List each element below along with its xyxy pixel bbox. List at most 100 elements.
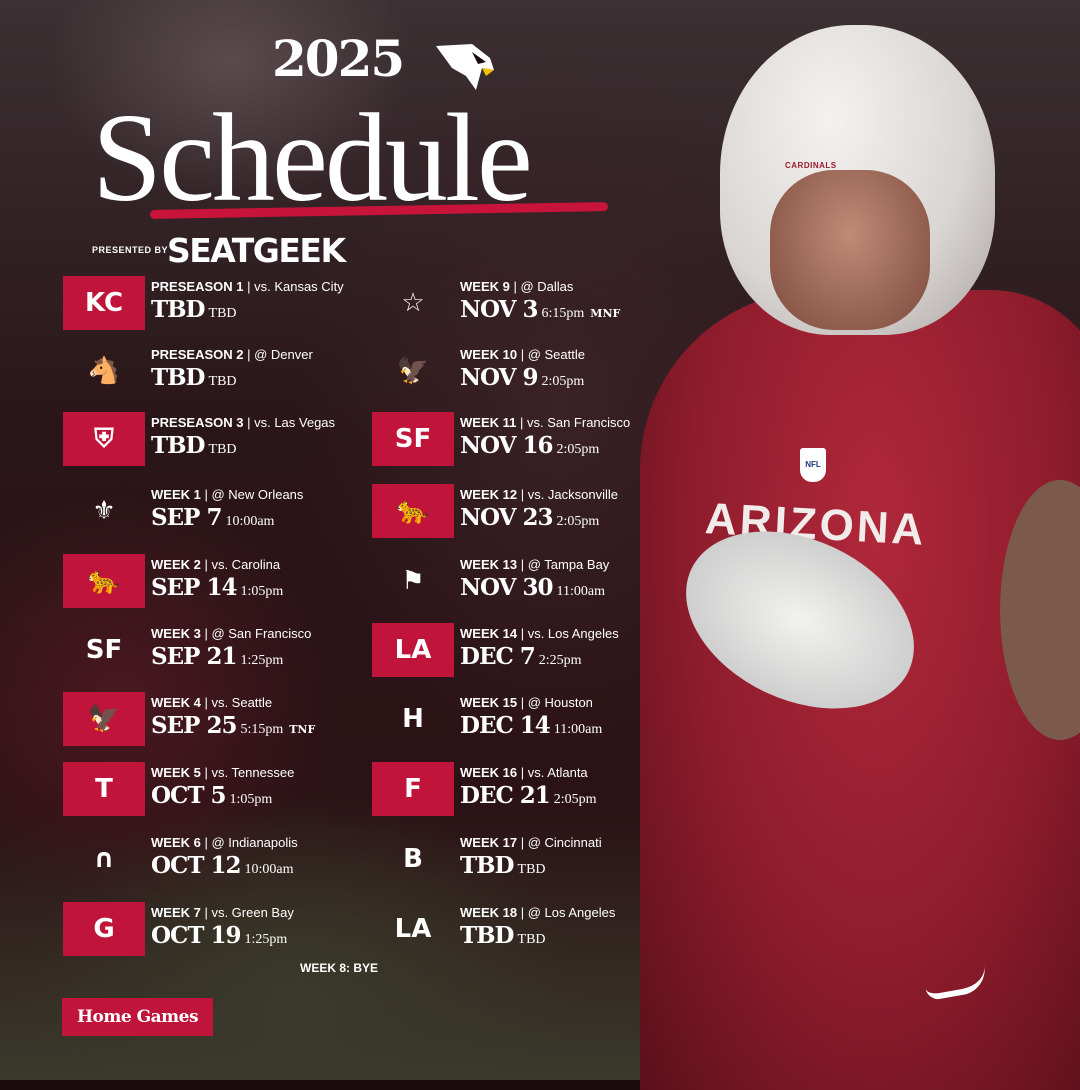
date-value: NOV 23	[460, 504, 554, 531]
date-value: NOV 3	[460, 296, 539, 323]
week-label: PRESEASON 3	[151, 415, 244, 430]
separator: |	[200, 765, 212, 780]
broadcast-tag: TNF	[289, 723, 316, 736]
kickoff-time: 2:25pm	[538, 653, 582, 668]
separator: |	[517, 487, 528, 502]
cardinal-logo-icon	[436, 44, 494, 90]
game-heading: WEEK 7 | vs. Green Bay	[151, 906, 294, 919]
date-value: NOV 9	[460, 364, 539, 391]
opponent: @ Tampa Bay	[527, 557, 610, 572]
opponent: vs. Kansas City	[254, 279, 344, 294]
page-title: Schedule	[92, 89, 533, 228]
separator: |	[243, 279, 255, 294]
game-date: SEP 14 1:05pm	[151, 575, 283, 600]
opponent: @ Houston	[527, 695, 593, 710]
game-heading: WEEK 5 | vs. Tennessee	[151, 766, 294, 779]
kickoff-time: 2:05pm	[556, 514, 600, 529]
game-date: DEC 21 2:05pm	[460, 783, 597, 808]
date-value: SEP 21	[151, 643, 237, 670]
49ers-logo-icon: SF	[85, 635, 123, 665]
game-row: G WEEK 7 | vs. Green Bay OCT 19 1:25pm	[63, 902, 363, 958]
game-date: TBD TBD	[151, 365, 237, 390]
date-value: TBD	[460, 852, 515, 879]
broadcast-tag: MNF	[590, 307, 621, 320]
week-label: WEEK 6	[151, 835, 201, 850]
raiders-logo-icon: ⛨	[63, 412, 145, 466]
game-row: F WEEK 16 | vs. Atlanta DEC 21 2:05pm	[372, 762, 672, 818]
kickoff-time: TBD	[208, 442, 237, 457]
game-date: SEP 7 10:00am	[151, 505, 274, 530]
game-date: SEP 25 5:15pm TNF	[151, 713, 315, 738]
opponent: vs. Seattle	[211, 695, 273, 710]
date-value: OCT 12	[151, 852, 241, 879]
week-label: WEEK 1	[151, 487, 201, 502]
game-heading: PRESEASON 2 | @ Denver	[151, 348, 313, 361]
date-value: NOV 16	[460, 432, 554, 459]
kickoff-time: TBD	[208, 374, 237, 389]
kickoff-time: 1:25pm	[244, 932, 288, 947]
packers-logo-icon: G	[63, 902, 145, 956]
game-row: KC PRESEASON 1 | vs. Kansas City TBD TBD	[63, 276, 363, 332]
week-label: PRESEASON 2	[151, 347, 244, 362]
week-label: WEEK 3	[151, 626, 201, 641]
49ers-logo-icon: SF	[372, 412, 454, 466]
opponent: @ Los Angeles	[527, 905, 616, 920]
separator: |	[200, 695, 212, 710]
game-row: ⛨ PRESEASON 3 | vs. Las Vegas TBD TBD	[63, 412, 363, 468]
game-heading: WEEK 4 | vs. Seattle	[151, 696, 272, 709]
kickoff-time: 10:00am	[225, 514, 275, 529]
opponent: @ Denver	[254, 347, 313, 362]
week-label: WEEK 14	[460, 626, 518, 641]
opponent: vs. Jacksonville	[527, 487, 618, 502]
helmet-label: CARDINALS	[785, 161, 837, 170]
game-heading: WEEK 6 | @ Indianapolis	[151, 836, 298, 849]
falcons-logo-icon: F	[372, 762, 454, 816]
game-date: TBD TBD	[460, 853, 546, 878]
opponent: vs. Los Angeles	[527, 626, 619, 641]
separator: |	[509, 279, 521, 294]
kickoff-time: 1:25pm	[240, 653, 284, 668]
date-value: OCT 19	[151, 922, 241, 949]
colts-logo-icon: ∩	[93, 844, 115, 874]
game-date: NOV 9 2:05pm	[460, 365, 584, 390]
kickoff-time: 11:00am	[553, 722, 603, 737]
date-value: SEP 25	[151, 712, 237, 739]
separator: |	[517, 905, 528, 920]
week-label: WEEK 2	[151, 557, 201, 572]
week-label: WEEK 12	[460, 487, 518, 502]
game-row: 🐴 PRESEASON 2 | @ Denver TBD TBD	[63, 344, 363, 400]
game-heading: WEEK 17 | @ Cincinnati	[460, 836, 602, 849]
week-label: WEEK 10	[460, 347, 518, 362]
kickoff-time: 6:15pm	[541, 306, 585, 321]
game-heading: WEEK 2 | vs. Carolina	[151, 558, 280, 571]
sponsor-logo: SEATGEEK	[167, 231, 346, 270]
game-row: ⚜ WEEK 1 | @ New Orleans SEP 7 10:00am	[63, 484, 363, 540]
opponent: vs. Tennessee	[211, 765, 295, 780]
opponent: vs. Carolina	[211, 557, 281, 572]
chiefs-logo-icon: KC	[63, 276, 145, 330]
kickoff-time: 11:00am	[556, 584, 605, 599]
player-face	[770, 170, 930, 330]
game-date: DEC 7 2:25pm	[460, 644, 582, 669]
game-heading: WEEK 12 | vs. Jacksonville	[460, 488, 618, 501]
opponent: @ Indianapolis	[211, 835, 298, 850]
separator: |	[517, 765, 528, 780]
week-label: WEEK 15	[460, 695, 518, 710]
separator: |	[517, 347, 528, 362]
week-label: WEEK 16	[460, 765, 518, 780]
game-heading: WEEK 10 | @ Seattle	[460, 348, 585, 361]
separator: |	[200, 905, 212, 920]
game-heading: WEEK 18 | @ Los Angeles	[460, 906, 615, 919]
separator: |	[517, 557, 528, 572]
titans-logo-icon: T	[63, 762, 145, 816]
kickoff-time: 10:00am	[244, 862, 294, 877]
game-row: SF WEEK 11 | vs. San Francisco NOV 16 2:05p…	[372, 412, 672, 468]
game-row: H WEEK 15 | @ Houston DEC 14 11:00am	[372, 692, 672, 748]
date-value: DEC 7	[460, 643, 536, 670]
date-value: NOV 30	[460, 574, 554, 601]
game-heading: WEEK 15 | @ Houston	[460, 696, 593, 709]
game-row: 🐆 WEEK 12 | vs. Jacksonville NOV 23 2:05pm	[372, 484, 672, 540]
week-label: WEEK 18	[460, 905, 518, 920]
kickoff-time: 1:05pm	[240, 584, 284, 599]
game-heading: WEEK 3 | @ San Francisco	[151, 627, 311, 640]
